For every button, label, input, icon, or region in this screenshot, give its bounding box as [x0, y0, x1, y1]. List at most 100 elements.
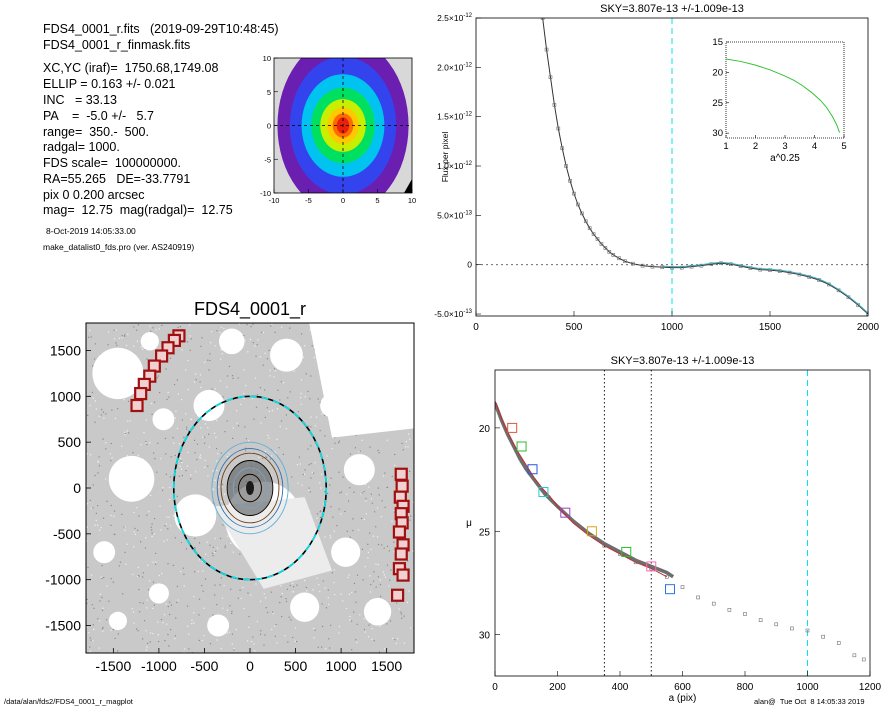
image-noise [163, 540, 165, 542]
image-noise [230, 542, 232, 544]
image-noise [253, 418, 255, 420]
param-ra-de: RA=55.265 DE=-33.7791 [43, 172, 191, 186]
masked-source-box [134, 386, 148, 401]
image-noise [268, 437, 270, 439]
image-noise [193, 381, 196, 383]
image-noise [258, 456, 260, 459]
image-noise [329, 535, 331, 537]
image-noise [280, 326, 283, 328]
image-noise [363, 518, 365, 521]
image-noise [243, 607, 245, 610]
image-noise [325, 648, 327, 650]
image-noise [228, 631, 231, 633]
image-noise [317, 398, 319, 400]
image-noise [212, 488, 214, 491]
image-noise [204, 361, 206, 363]
image-xtick-label: 0 [246, 658, 254, 674]
image-noise [276, 642, 278, 644]
image-noise [207, 465, 209, 467]
image-noise [146, 642, 149, 644]
image-noise [255, 355, 257, 357]
image-noise [180, 468, 183, 470]
image-noise [145, 649, 148, 651]
image-noise [243, 397, 245, 400]
image-noise [376, 507, 379, 509]
image-noise [174, 454, 176, 457]
image-noise [311, 345, 313, 347]
image-noise [348, 593, 351, 595]
image-noise [394, 453, 396, 456]
sb-data-point [805, 628, 810, 633]
image-noise [198, 639, 200, 642]
image-noise [232, 377, 234, 380]
image-noise [188, 430, 190, 432]
image-noise [389, 620, 392, 622]
file-path: /data/alan/fds2/FDS4_0001_r_magplot [4, 697, 133, 706]
timestamp: alan@ Tue Oct 8 14:05:33 2019 [754, 697, 865, 706]
image-noise [322, 580, 324, 582]
image-noise [209, 499, 211, 501]
image-ytick-label: 500 [58, 434, 82, 450]
image-noise [367, 636, 370, 638]
image-noise [324, 435, 326, 437]
image-noise [176, 468, 178, 471]
image-noise [260, 422, 262, 424]
image-noise [127, 333, 129, 335]
image-noise [305, 586, 307, 589]
image-noise [406, 601, 409, 603]
image-noise [412, 550, 414, 552]
image-noise [205, 553, 207, 555]
image-noise [221, 597, 224, 599]
image-noise [102, 630, 104, 632]
image-noise [153, 401, 156, 403]
image-noise [94, 343, 97, 345]
image-noise [118, 565, 120, 567]
image-noise [150, 402, 153, 405]
image-noise [191, 418, 193, 421]
image-noise [311, 471, 313, 473]
image-noise [90, 336, 92, 338]
image-noise [184, 648, 186, 650]
image-noise [186, 428, 188, 430]
image-noise [98, 465, 101, 467]
image-noise [133, 531, 135, 533]
sky-data-point [680, 265, 684, 270]
image-noise [153, 533, 155, 535]
image-noise [401, 442, 403, 445]
image-noise [300, 403, 302, 405]
image-noise [137, 454, 140, 456]
image-noise [351, 649, 353, 651]
param-xc-yc: XC,YC (iraf)= 1750.68,1749.08 [43, 61, 219, 75]
image-noise [133, 345, 135, 347]
image-noise [289, 327, 291, 329]
image-noise [97, 460, 99, 463]
sky-data-point [748, 266, 753, 270]
image-noise [252, 341, 254, 344]
image-noise [369, 446, 371, 448]
image-noise [313, 637, 315, 639]
image-noise [310, 426, 312, 428]
image-noise [219, 332, 221, 334]
file-line-1: FDS4_0001_r.fits (2019-09-29T10:48:45) [43, 22, 279, 36]
image-noise [409, 519, 411, 521]
image-noise [100, 527, 102, 529]
sky-xtick-label: 500 [566, 322, 583, 333]
inset-xtick-label: 2 [753, 141, 758, 152]
image-noise [317, 646, 319, 648]
image-noise [156, 471, 158, 473]
sb-model-line [495, 402, 675, 579]
image-noise [160, 347, 162, 349]
image-noise [217, 453, 219, 455]
mask-hole [93, 541, 116, 564]
image-noise [183, 573, 185, 575]
image-noise [151, 532, 153, 534]
sb-marker [516, 441, 527, 452]
image-noise [233, 649, 235, 651]
image-noise [327, 597, 329, 599]
contour-ytick-label: 5 [267, 88, 271, 97]
image-noise [360, 517, 363, 520]
image-noise [336, 524, 338, 527]
image-noise [373, 571, 375, 573]
image-noise [224, 546, 226, 549]
image-noise [161, 324, 163, 327]
